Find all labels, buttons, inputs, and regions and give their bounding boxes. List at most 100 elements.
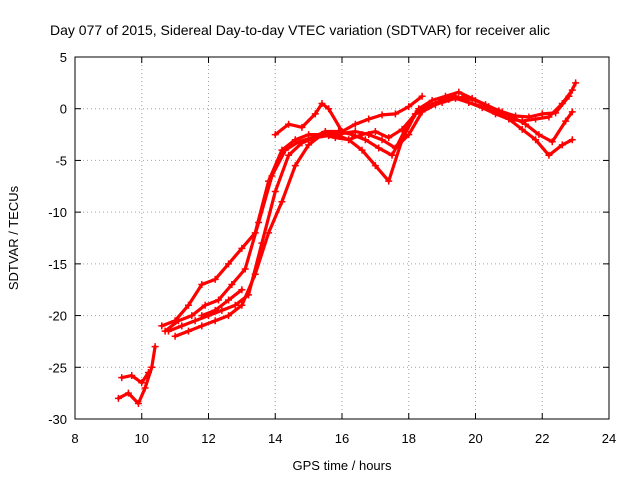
data-point bbox=[241, 265, 249, 273]
x-tick-label: 14 bbox=[268, 431, 282, 446]
data-point bbox=[271, 131, 279, 139]
data-point bbox=[184, 301, 192, 309]
data-point bbox=[211, 317, 219, 325]
data-point bbox=[518, 117, 526, 125]
data-point bbox=[148, 363, 156, 371]
data-point bbox=[345, 136, 353, 144]
data-point bbox=[572, 79, 580, 87]
data-point bbox=[568, 136, 576, 144]
x-axis-label: GPS time / hours bbox=[293, 458, 392, 473]
data-point bbox=[498, 108, 506, 116]
data-point bbox=[391, 110, 399, 118]
data-point bbox=[378, 136, 386, 144]
data-point bbox=[118, 374, 126, 382]
data-point bbox=[218, 306, 226, 314]
data-point bbox=[472, 96, 479, 104]
y-tick-label: 5 bbox=[60, 50, 67, 65]
data-point bbox=[158, 322, 166, 330]
y-tick-label: -15 bbox=[48, 257, 67, 272]
data-point bbox=[281, 146, 289, 154]
data-point bbox=[305, 131, 313, 139]
series-line-arc-1 bbox=[116, 345, 157, 406]
data-point bbox=[171, 332, 179, 340]
data-point bbox=[238, 244, 246, 252]
data-point bbox=[532, 115, 540, 123]
data-point bbox=[265, 229, 273, 237]
data-point bbox=[478, 104, 486, 112]
data-point bbox=[331, 134, 339, 142]
data-point bbox=[428, 96, 436, 104]
data-point bbox=[134, 399, 142, 407]
data-point bbox=[391, 144, 399, 152]
data-point bbox=[361, 136, 369, 144]
data-point bbox=[285, 120, 293, 128]
data-point bbox=[318, 131, 326, 139]
data-point bbox=[174, 317, 182, 325]
data-point bbox=[455, 88, 463, 96]
data-point bbox=[375, 144, 383, 152]
data-point bbox=[512, 112, 520, 120]
data-point bbox=[298, 123, 306, 131]
data-point bbox=[518, 125, 526, 133]
data-point bbox=[128, 372, 136, 380]
data-point bbox=[405, 103, 413, 111]
data-point bbox=[351, 127, 359, 135]
x-tick-label: 20 bbox=[468, 431, 482, 446]
data-point bbox=[485, 103, 493, 111]
data-point bbox=[505, 115, 513, 123]
y-axis-label: SDTVAR / TECUs bbox=[6, 185, 21, 290]
data-point bbox=[215, 296, 223, 304]
tick-layer: 8 10 12 14 16 18 20 22 24 -30 -25 -20 -15 -10 -5 0 5 bbox=[48, 50, 616, 446]
data-point bbox=[268, 172, 276, 180]
data-point bbox=[305, 141, 313, 149]
y-tick-label: -20 bbox=[48, 309, 67, 324]
data-point bbox=[351, 120, 359, 128]
data-point bbox=[178, 322, 186, 330]
data-point bbox=[371, 162, 379, 170]
data-point bbox=[385, 134, 393, 142]
series-line-arc-6 bbox=[173, 88, 574, 338]
y-tick-label: -30 bbox=[48, 412, 67, 427]
data-point bbox=[211, 306, 219, 314]
chart-title: Day 077 of 2015, Sidereal Day-to-day VTE… bbox=[50, 22, 550, 38]
data-point bbox=[144, 368, 152, 376]
data-point bbox=[378, 111, 386, 119]
data-point bbox=[545, 151, 553, 159]
data-point bbox=[358, 146, 366, 154]
grid-layer bbox=[75, 57, 609, 419]
data-point bbox=[338, 127, 346, 135]
data-point bbox=[164, 327, 172, 335]
data-point bbox=[411, 110, 419, 118]
data-point bbox=[558, 141, 566, 149]
data-point bbox=[438, 99, 446, 107]
x-tick-label: 22 bbox=[535, 431, 549, 446]
data-point bbox=[535, 131, 543, 139]
data-point bbox=[388, 151, 396, 159]
y-tick-label: 0 bbox=[60, 102, 67, 117]
data-point bbox=[198, 322, 206, 330]
x-tick-label: 16 bbox=[335, 431, 349, 446]
data-point bbox=[398, 125, 406, 133]
data-point bbox=[548, 138, 556, 146]
data-point bbox=[225, 296, 233, 304]
data-point bbox=[114, 394, 122, 402]
data-point bbox=[385, 177, 393, 185]
data-point bbox=[188, 312, 196, 320]
x-tick-label: 10 bbox=[135, 431, 149, 446]
x-tick-label: 8 bbox=[71, 431, 78, 446]
data-point bbox=[251, 270, 259, 278]
series-line-arc-2 bbox=[120, 370, 150, 385]
data-point bbox=[225, 260, 233, 268]
series-layer bbox=[114, 79, 580, 407]
data-point bbox=[425, 103, 433, 111]
data-point bbox=[545, 113, 553, 121]
data-point bbox=[291, 162, 299, 170]
data-point bbox=[201, 301, 209, 309]
y-tick-label: -10 bbox=[48, 205, 67, 220]
data-point bbox=[318, 100, 326, 108]
data-point bbox=[358, 131, 366, 139]
series-line-arc-8 bbox=[200, 288, 244, 318]
data-point bbox=[371, 127, 379, 135]
data-point bbox=[532, 136, 540, 144]
